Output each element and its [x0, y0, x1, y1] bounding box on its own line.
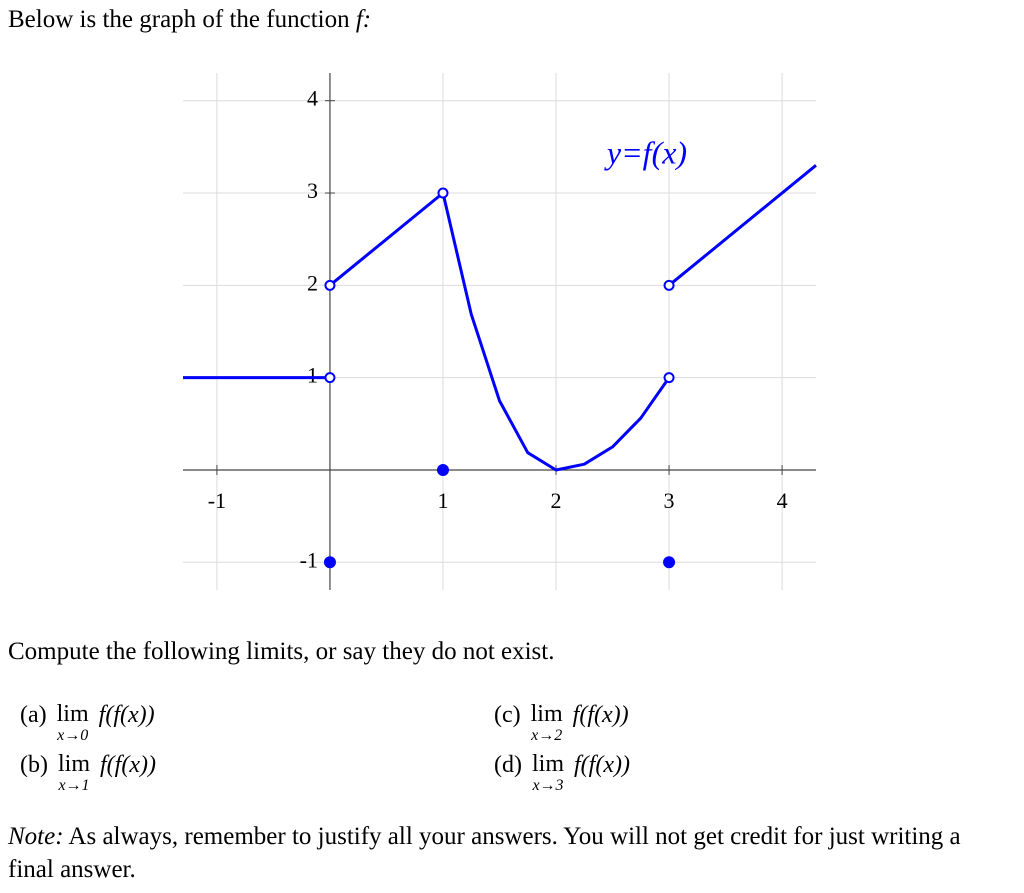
lim: lim x→2 — [531, 702, 563, 744]
closed-point — [436, 463, 449, 476]
y-tick-label: 4 — [307, 86, 318, 111]
closed-point — [663, 556, 676, 569]
lim-sub: x→3 — [532, 777, 564, 794]
open-point — [663, 279, 675, 291]
lim-word: lim — [530, 701, 563, 727]
note: Note: As always, remember to justify all… — [8, 820, 998, 886]
x-tick-label: -1 — [208, 488, 226, 513]
intro-var: f: — [355, 6, 372, 33]
lim-word: lim — [57, 751, 90, 777]
item-label: (c) — [494, 702, 521, 728]
intro: Below is the graph of the function f: — [8, 6, 371, 34]
closed-point — [323, 556, 336, 569]
prompt: Compute the following limits, or say the… — [8, 638, 555, 665]
limit-item: (b) lim x→1 f(f(x)) — [20, 752, 156, 794]
lim-expr: f(f(x)) — [572, 702, 629, 728]
lim-expr: f(f(x)) — [100, 752, 156, 778]
lim-sub: x→2 — [531, 727, 563, 744]
x-tick-label: 3 — [664, 488, 675, 513]
lim: lim x→0 — [57, 702, 89, 744]
lim-sub: x→1 — [58, 777, 90, 794]
y-tick-label: 2 — [307, 270, 318, 295]
note-label: Note: — [8, 823, 64, 850]
open-point — [324, 372, 336, 384]
x-tick-label: 1 — [437, 488, 448, 513]
intro-text: Below is the graph of the function — [8, 6, 350, 33]
limit-item: (d) lim x→3 f(f(x)) — [494, 752, 630, 794]
note-text: As always, remember to justify all your … — [8, 823, 961, 883]
item-label: (a) — [20, 702, 47, 728]
lim-sub: x→0 — [57, 727, 89, 744]
limit-item: (a) lim x→0 f(f(x)) — [20, 702, 155, 744]
y-tick-label: -1 — [300, 547, 318, 572]
x-tick-label: 4 — [777, 488, 788, 513]
lim-expr: f(f(x)) — [574, 752, 630, 778]
x-tick-label: 2 — [551, 488, 562, 513]
lim: lim x→3 — [532, 752, 564, 794]
graph: -1 1 2 3 4 -1 1 2 3 4 y=f(x) — [183, 73, 817, 590]
y-tick-label: 3 — [307, 178, 318, 203]
lim-expr: f(f(x)) — [98, 702, 155, 728]
function-line — [183, 164, 817, 472]
item-label: (d) — [494, 752, 522, 778]
annotation: y=f(x) — [604, 134, 687, 170]
open-point — [324, 279, 336, 291]
open-point — [437, 187, 449, 199]
item-label: (b) — [20, 752, 48, 778]
lim-word: lim — [56, 701, 89, 727]
limit-item: (c) lim x→2 f(f(x)) — [494, 702, 629, 744]
y-tick-label: 1 — [307, 363, 318, 388]
lim-word: lim — [531, 751, 564, 777]
lim: lim x→1 — [58, 752, 90, 794]
open-point — [663, 372, 675, 384]
